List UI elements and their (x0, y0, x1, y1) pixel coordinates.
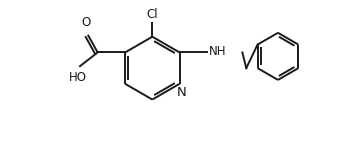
Text: HO: HO (69, 71, 87, 84)
Text: Cl: Cl (147, 8, 158, 21)
Text: N: N (177, 86, 187, 99)
Text: NH: NH (209, 45, 226, 58)
Text: O: O (81, 16, 90, 29)
